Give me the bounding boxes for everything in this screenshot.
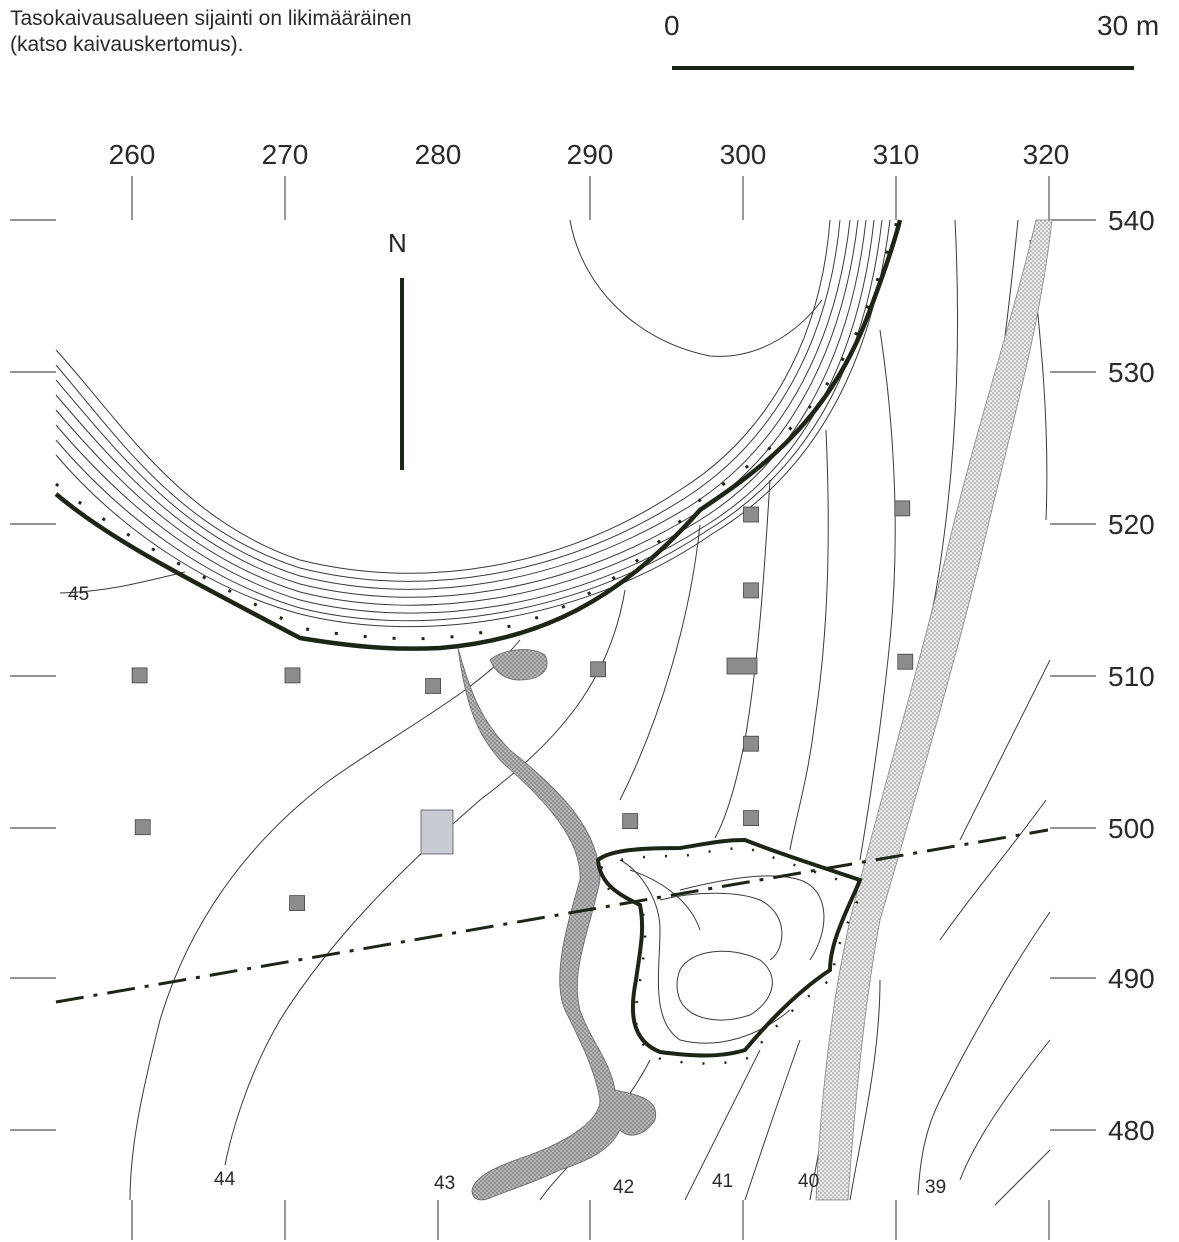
x-tick-label-310: 310 — [873, 139, 920, 170]
contour-lines — [59, 219, 1051, 1206]
contour-43 — [224, 589, 626, 1166]
contour-label-41: 41 — [712, 1171, 733, 1192]
x-tick-label-260: 260 — [109, 139, 156, 170]
contour-35e — [994, 1149, 1051, 1206]
contour-39a — [859, 329, 896, 861]
x-tick-label-300: 300 — [720, 139, 767, 170]
contour-label-40: 40 — [798, 1171, 819, 1192]
contour-40a — [789, 429, 829, 851]
contour-41b — [684, 1049, 761, 1201]
y-tick-label-520: 520 — [1108, 509, 1155, 540]
contour-35d — [959, 1039, 1051, 1181]
gravel-pit-edge — [54, 219, 903, 651]
north-label: N — [388, 228, 407, 258]
sample-square-7 — [743, 506, 759, 523]
y-tick-label-480: 480 — [1108, 1115, 1155, 1146]
sample-square-11 — [894, 500, 911, 517]
contour-pit-inner-1 — [619, 859, 791, 1044]
contour-label-39: 39 — [925, 1177, 946, 1198]
sample-square-9 — [743, 735, 759, 752]
contour-35b — [939, 799, 1047, 941]
road-strip — [815, 219, 1053, 1201]
sample-square-8 — [743, 582, 759, 599]
contour-44 — [129, 639, 521, 1201]
contour-35c — [917, 911, 1051, 1196]
y-tick-label-540: 540 — [1108, 205, 1155, 236]
contour-label-42: 42 — [613, 1177, 634, 1198]
sample-square-6 — [622, 813, 639, 829]
contour-hilltop — [569, 219, 823, 357]
y-tick-label-500: 500 — [1108, 813, 1155, 844]
contour-42a — [619, 524, 701, 801]
grid-ticks — [10, 176, 1096, 1240]
x-tick-label-320: 320 — [1023, 139, 1070, 170]
scale-start-label: 0 — [664, 10, 680, 41]
x-tick-label-290: 290 — [567, 139, 614, 170]
scale-end-label: 30 m — [1097, 10, 1160, 41]
contour-35a — [959, 659, 1051, 841]
contour-38b — [849, 979, 881, 1201]
gravel-pit-contours — [55, 219, 891, 628]
contour-label-45: 45 — [68, 584, 89, 605]
x-tick-label-280: 280 — [415, 139, 462, 170]
contour-pit-bottom — [676, 950, 773, 1021]
sample-square-3 — [590, 661, 606, 678]
stream-channel — [457, 647, 657, 1201]
location-note-line-2: (katso kaivauskertomus). — [10, 33, 244, 56]
y-tick-label-490: 490 — [1108, 963, 1155, 994]
gravel-pit-edge-hachures — [55, 209, 902, 641]
contour-pit-inner-3 — [679, 875, 825, 961]
contour-41a — [714, 479, 771, 839]
x-tick-label-270: 270 — [262, 139, 309, 170]
contour-label-44: 44 — [214, 1169, 236, 1190]
contour-40b — [744, 1039, 801, 1201]
scale-bar — [672, 66, 1134, 70]
y-tick-label-530: 530 — [1108, 357, 1155, 388]
y-axis-labels: 540 530 520 510 500 490 480 — [1108, 205, 1155, 1146]
sample-square-5 — [289, 895, 306, 911]
contour-45 — [59, 571, 186, 594]
wide-sample-square — [726, 657, 758, 675]
sample-points — [131, 500, 914, 911]
sample-square-2 — [425, 678, 442, 694]
contour-38a — [929, 219, 959, 621]
x-axis-labels: 260 270 280 290 300 310 320 — [109, 139, 1070, 170]
contour-pit-inner-2 — [629, 869, 701, 931]
location-note: Tasokaivausalueen sijainti on likimääräi… — [10, 6, 412, 58]
contour-pit-inner-4 — [659, 892, 783, 961]
boundary-line — [55, 828, 1049, 1004]
contour-label-43: 43 — [434, 1173, 455, 1194]
sample-square-12 — [897, 653, 914, 670]
stream-branch — [489, 649, 548, 681]
sample-square-1 — [284, 667, 301, 684]
sample-square-4 — [134, 819, 151, 836]
sample-square-10 — [743, 810, 759, 826]
location-note-line-1: Tasokaivausalueen sijainti on likimääräi… — [10, 7, 412, 30]
sample-square-0 — [131, 667, 148, 684]
y-tick-label-510: 510 — [1108, 661, 1155, 692]
excavation-pit-edge — [595, 837, 863, 1058]
contour-label-group: 45 44 43 42 41 40 39 — [68, 584, 946, 1198]
light-sample-area — [420, 809, 454, 855]
